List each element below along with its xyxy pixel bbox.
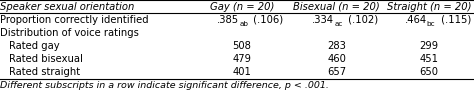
Text: (.115): (.115) [438,15,471,25]
Text: Straight (n = 20): Straight (n = 20) [387,2,471,12]
Text: 657: 657 [327,67,346,77]
Text: 283: 283 [327,41,346,51]
Text: Gay (n = 20): Gay (n = 20) [210,2,274,12]
Text: Proportion correctly identified: Proportion correctly identified [0,15,149,25]
Text: (.106): (.106) [250,15,283,25]
Text: ac: ac [334,21,343,27]
Text: 650: 650 [419,67,438,77]
Text: (.102): (.102) [345,15,378,25]
Text: Speaker sexual orientation: Speaker sexual orientation [0,2,134,12]
Text: Rated gay: Rated gay [9,41,60,51]
Text: 451: 451 [419,54,438,64]
Text: 299: 299 [419,41,438,51]
Text: .385: .385 [217,15,239,25]
Text: 401: 401 [232,67,251,77]
Text: Different subscripts in a row indicate significant difference, p < .001.: Different subscripts in a row indicate s… [0,81,329,90]
Text: bc: bc [427,21,435,27]
Text: .464: .464 [404,15,427,25]
Text: 508: 508 [232,41,251,51]
Text: Distribution of voice ratings: Distribution of voice ratings [0,28,139,38]
Text: 479: 479 [232,54,251,64]
Text: Rated bisexual: Rated bisexual [9,54,83,64]
Text: ab: ab [239,21,248,27]
Text: Rated straight: Rated straight [9,67,81,77]
Text: Bisexual (n = 20): Bisexual (n = 20) [293,2,380,12]
Text: .334: .334 [312,15,334,25]
Text: 460: 460 [327,54,346,64]
